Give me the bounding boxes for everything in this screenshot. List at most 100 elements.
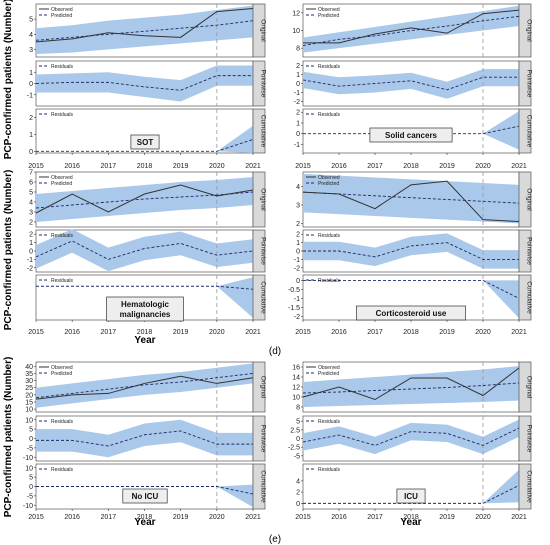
- x-tick-label: 2017: [367, 514, 383, 521]
- x-tick-label: 2021: [245, 514, 261, 521]
- subgroup-label-box-0: [130, 134, 160, 150]
- y-tick-label: 3: [296, 203, 300, 210]
- predicted-line: [35, 191, 254, 209]
- facet-strip: [518, 274, 532, 321]
- observed-line: [35, 184, 254, 214]
- x-tick-label: 2021: [511, 514, 527, 521]
- subgroup-label-box-4: [122, 488, 168, 504]
- panel-2-pointwise: -2-10 12 Pointwise Residuals: [27, 229, 267, 273]
- x-tick-label: 2018: [403, 514, 419, 521]
- legend-observed-label: Observed: [51, 7, 73, 13]
- x-tick-label: 2016: [64, 163, 80, 170]
- y-tick-label: -0.5: [288, 287, 300, 294]
- y-tick-label: 0: [29, 436, 33, 443]
- x-tick-label: 2017: [367, 329, 383, 336]
- facet-strip-label: Original: [526, 376, 533, 399]
- predicted-line: [302, 15, 520, 46]
- facet-strip-label: Cumulative: [260, 115, 267, 148]
- x-tick-label: 2015: [295, 514, 311, 521]
- y-tick-label: -1: [27, 257, 33, 264]
- y-tick-label: 14: [292, 375, 300, 382]
- interval-band: [303, 5, 519, 53]
- legend-residuals-label: Residuals: [51, 64, 73, 70]
- subgroup-label-3: Corticosteroid use: [376, 309, 447, 318]
- y-tick-label: 2.5: [290, 427, 300, 434]
- residuals-line: [303, 242, 519, 260]
- facet-strip: [252, 361, 266, 413]
- facet-strip-label: Cumulative: [526, 281, 533, 314]
- facet-strip-label: Cumulative: [260, 281, 267, 314]
- residuals-line: [36, 285, 254, 290]
- y-tick-label: 10: [25, 465, 33, 472]
- residuals-line: [303, 484, 520, 504]
- x-axis-label-right-bottom: Year: [400, 517, 421, 528]
- x-tick-label: 2019: [173, 514, 189, 521]
- panel-0-pointwise: -1 0 1 Pointwise Residuals: [27, 60, 267, 107]
- residuals-line: [35, 75, 253, 91]
- facet-strip-label: Cumulative: [260, 470, 267, 503]
- x-tick-label: 2020: [475, 163, 491, 170]
- x-tick-label: 2016: [64, 514, 80, 521]
- x-tick-label: 2015: [28, 163, 44, 170]
- legend-observed-label: Observed: [318, 7, 340, 13]
- observed-line: [35, 8, 254, 43]
- subgroup-label-2: Hematologic: [121, 300, 170, 309]
- y-tick-label: -1: [294, 257, 300, 264]
- x-tick-label: 2018: [403, 329, 419, 336]
- facet-strip: [518, 3, 532, 58]
- x-tick-label: 2018: [403, 163, 419, 170]
- y-tick-label: 0: [296, 501, 300, 508]
- facet-strip-label: Original: [260, 376, 267, 399]
- y-tick-label: 40: [25, 364, 33, 371]
- x-tick-label: 2019: [439, 163, 455, 170]
- legend-predicted-label: Predicted: [318, 371, 339, 377]
- x-tick-label: 2019: [439, 514, 455, 521]
- y-tick-label: 10: [292, 395, 300, 402]
- y-tick-label: 1: [296, 240, 300, 247]
- y-tick-label: 0: [296, 436, 300, 443]
- y-tick-label: 35: [25, 371, 33, 378]
- legend-predicted-label: Predicted: [318, 13, 339, 19]
- legend-observed-label: Observed: [51, 365, 73, 371]
- facet-strip: [518, 415, 532, 462]
- y-tick-label: 1: [29, 70, 33, 77]
- x-tick-label: 2021: [245, 163, 261, 170]
- y-tick-label: -2: [294, 314, 300, 321]
- x-tick-label: 2020: [209, 514, 225, 521]
- y-tick-label: 0: [29, 81, 33, 88]
- y-tick-label: 10: [25, 407, 33, 414]
- interval-band: [36, 177, 253, 222]
- x-tick-label: 2018: [137, 514, 153, 521]
- y-tick-label: 0: [29, 249, 33, 256]
- facet-strip: [518, 108, 532, 154]
- y-axis-label-top: PCP-confirmed patients (Number): [3, 0, 14, 159]
- y-tick-label: 8: [296, 46, 300, 53]
- y-tick-label: 2: [296, 232, 300, 239]
- legend-residuals-label: Residuals: [318, 233, 340, 239]
- y-tick-label: 1: [29, 240, 33, 247]
- legend-residuals-label: Residuals: [318, 64, 340, 70]
- predicted-line: [302, 382, 520, 394]
- legend-residuals-label: Residuals: [318, 467, 340, 473]
- legend-residuals-label: Residuals: [318, 278, 340, 284]
- y-tick-label: 5: [29, 17, 33, 24]
- y-tick-label: 1: [296, 120, 300, 127]
- residuals-line: [36, 486, 254, 495]
- interval-band: [303, 419, 519, 455]
- x-tick-label: 2015: [295, 163, 311, 170]
- facet-strip-label: Pointwise: [260, 425, 267, 453]
- y-tick-label: 1: [296, 72, 300, 79]
- interval-band: [303, 366, 519, 407]
- facet-strip: [252, 171, 266, 228]
- y-tick-label: 5: [296, 419, 300, 426]
- y-tick-label: -5: [27, 493, 33, 500]
- x-tick-label: 2021: [511, 329, 527, 336]
- y-tick-label: -2: [27, 265, 33, 272]
- legend-residuals-label: Residuals: [51, 419, 73, 425]
- y-tick-label: 2: [296, 221, 300, 228]
